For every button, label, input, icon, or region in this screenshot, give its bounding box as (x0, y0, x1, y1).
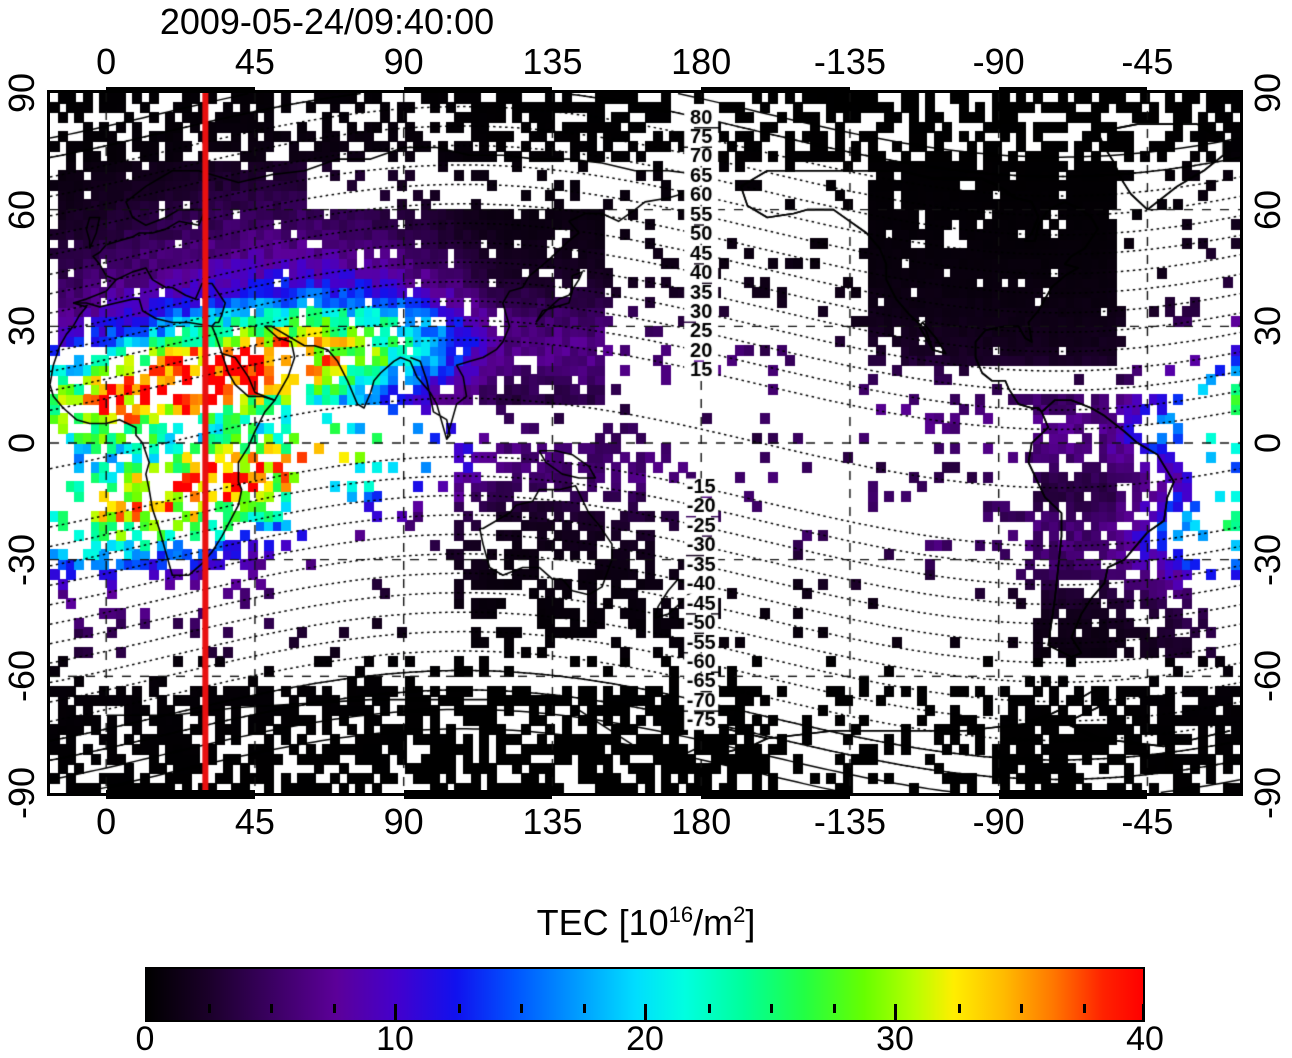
colorbar-minor-tick (957, 1004, 961, 1013)
lon-tick-label: 0 (96, 801, 117, 842)
lon-tick-label: 45 (234, 41, 275, 82)
colorbar-tick-label: 20 (626, 1020, 664, 1058)
colorbar-tick-labels: 0 10 20 30 40 (136, 1020, 1164, 1058)
lat-tick-label: -60 (1247, 650, 1288, 703)
colorbar-tick (145, 1004, 148, 1020)
lon-tick-label: -45 (1121, 801, 1174, 842)
lat-tick-label: -60 (1, 650, 42, 703)
lon-tick-label: -45 (1121, 41, 1174, 82)
colorbar-minor-tick (832, 1004, 836, 1013)
lat-tick-label: 60 (1, 189, 42, 230)
lat-tick-label: 0 (1247, 432, 1288, 454)
lon-tick-label: 0 (96, 41, 117, 82)
colorbar-tick-label: 30 (876, 1020, 914, 1058)
lon-tick-label: 180 (671, 801, 732, 842)
tec-map-plot[interactable] (47, 90, 1243, 796)
longitude-axis-bottom: 0 45 90 135 180 -135 -90 -45 (47, 800, 1243, 844)
colorbar-title: TEC [1016/m2] (0, 902, 1292, 944)
colorbar-minor-tick (270, 1004, 273, 1013)
lat-tick-label: -30 (1247, 533, 1288, 586)
lat-tick-label: -90 (1, 766, 42, 820)
colorbar-minor-tick (707, 1004, 711, 1013)
colorbar-minor-tick (457, 1004, 461, 1013)
colorbar-tick (644, 1004, 647, 1020)
lon-tick-label: 135 (522, 41, 583, 82)
colorbar-minor-tick (207, 1004, 211, 1013)
lat-tick-label: -30 (1, 533, 42, 586)
colorbar-tick-label: 10 (376, 1020, 414, 1058)
page-title: 2009-05-24/09:40:00 (159, 1, 495, 42)
colorbar-tick (894, 1004, 897, 1020)
colorbar-ticks (145, 1004, 1145, 1022)
colorbar-minor-tick (1020, 1004, 1023, 1013)
colorbar-minor-tick (520, 1004, 523, 1013)
latitude-axis-right: 90 60 30 0 -30 -60 -90 (1246, 73, 1290, 819)
colorbar-tick (1142, 1004, 1145, 1020)
colorbar-tick-label: 0 (135, 1020, 155, 1058)
lat-tick-label: 60 (1247, 189, 1288, 230)
lat-tick-label: -90 (1247, 766, 1288, 820)
lat-tick-label: 90 (1, 72, 42, 114)
lon-tick-label: -90 (972, 801, 1025, 842)
tec-heatmap-canvas (50, 93, 1240, 793)
lon-tick-label: 90 (383, 801, 424, 842)
lat-tick-label: 0 (1, 432, 42, 454)
colorbar-label-main: TEC [10 (536, 902, 669, 943)
lon-tick-label: 135 (522, 801, 583, 842)
colorbar-label-tail: /m (693, 902, 734, 943)
lon-tick-label: -135 (813, 801, 886, 842)
lon-tick-label: 90 (383, 41, 424, 82)
colorbar-tick-label: 40 (1126, 1020, 1164, 1058)
lon-tick-label: 45 (234, 801, 275, 842)
lat-tick-label: 30 (1, 306, 42, 347)
lon-tick-label: -135 (813, 41, 886, 82)
latitude-axis-left: 90 60 30 0 -30 -60 -90 (0, 73, 44, 819)
lat-tick-label: 90 (1247, 72, 1288, 114)
colorbar-minor-tick (582, 1004, 586, 1013)
colorbar-minor-tick (770, 1004, 773, 1013)
lat-tick-label: 30 (1247, 306, 1288, 347)
colorbar-label-exponent-2: 2 (733, 902, 746, 927)
longitude-axis-top: 0 45 90 135 180 -135 -90 -45 (47, 40, 1243, 84)
lon-tick-label: 180 (671, 41, 732, 82)
map-canvas-container (50, 93, 1240, 793)
lon-tick-label: -90 (972, 41, 1025, 82)
colorbar-label-close: ] (745, 902, 756, 943)
colorbar-tick (394, 1004, 397, 1020)
colorbar-label-exponent: 16 (668, 902, 694, 927)
colorbar-minor-tick (1082, 1004, 1086, 1013)
colorbar-minor-tick (332, 1004, 336, 1013)
